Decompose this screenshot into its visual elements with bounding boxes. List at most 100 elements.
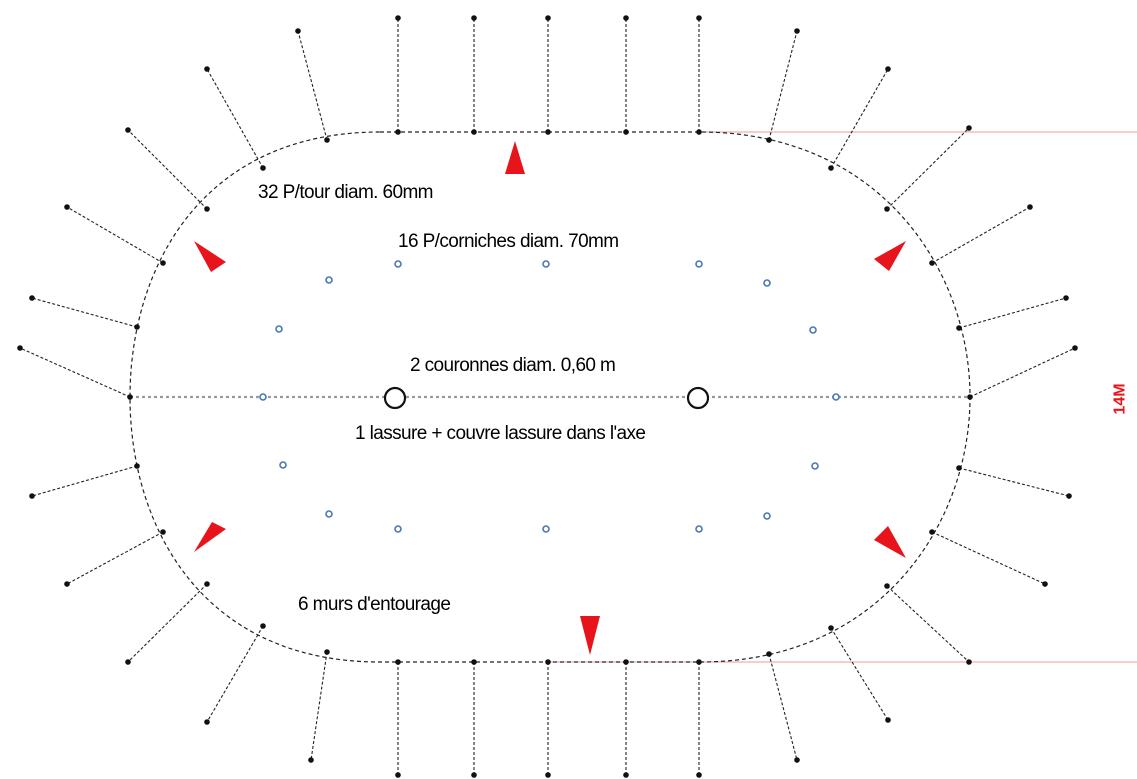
cornice-post-marker xyxy=(763,512,771,520)
perimeter-post xyxy=(696,659,702,665)
label-crowns: 2 couronnes diam. 0,60 m xyxy=(410,355,616,376)
label-cornice-posts: 16 P/corniches diam. 70mm xyxy=(398,231,619,252)
outer-stake xyxy=(794,757,800,763)
tie-line xyxy=(958,297,1067,329)
perimeter-posts xyxy=(127,129,973,665)
cornice-post-marker xyxy=(279,461,287,469)
outer-stake xyxy=(545,772,551,778)
outer-stakes xyxy=(17,15,1078,778)
perimeter-post xyxy=(134,463,140,469)
outer-stake xyxy=(295,28,301,34)
perimeter-post xyxy=(956,465,962,471)
outer-stake xyxy=(204,66,210,72)
outer-stake xyxy=(966,659,972,665)
tie-line xyxy=(127,129,208,210)
cornice-post-marker xyxy=(259,393,267,401)
perimeter-post xyxy=(260,165,266,171)
outer-stake xyxy=(29,493,35,499)
crowns xyxy=(383,386,710,410)
label-dimension: 14M xyxy=(1111,383,1129,415)
tie-line xyxy=(830,627,889,721)
perimeter-post xyxy=(324,137,330,143)
cornice-post-marker xyxy=(325,510,333,518)
outer-stake xyxy=(471,772,477,778)
outer-stake xyxy=(17,345,23,351)
cornice-post-marker xyxy=(394,260,402,268)
perimeter-post xyxy=(884,583,890,589)
cornice-post-marker xyxy=(809,326,817,334)
tie-line xyxy=(297,30,328,141)
cornice-post-marker xyxy=(325,276,333,284)
wall-arrow xyxy=(580,616,600,655)
label-walls: 6 murs d'entourage xyxy=(298,594,451,615)
outer-stake xyxy=(29,295,35,301)
cornice-post-marker xyxy=(811,462,819,470)
perimeter-post xyxy=(766,651,772,657)
perimeter-post xyxy=(471,659,477,665)
tie-lines xyxy=(19,18,1076,775)
wall-arrow xyxy=(874,241,906,271)
perimeter-post xyxy=(395,129,401,135)
tie-line xyxy=(768,30,798,141)
outer-stake xyxy=(471,15,477,21)
cornice-post-marker xyxy=(832,393,840,401)
perimeter-post xyxy=(545,129,551,135)
cornice-post-marker xyxy=(394,525,402,533)
tie-line xyxy=(830,68,889,169)
crown-left xyxy=(383,386,407,410)
perimeter-post xyxy=(204,581,210,587)
outer-stake xyxy=(395,15,401,21)
outer-stake xyxy=(696,772,702,778)
perimeter-post xyxy=(160,260,166,266)
outer-stake xyxy=(125,127,131,133)
tie-line xyxy=(969,347,1076,398)
perimeter-post xyxy=(324,649,330,655)
cornice-posts xyxy=(259,260,840,533)
tie-line xyxy=(31,465,138,497)
perimeter-post xyxy=(623,129,629,135)
perimeter-post xyxy=(884,206,890,212)
cornice-post-marker xyxy=(695,525,703,533)
tie-line xyxy=(206,68,264,169)
outer-stake xyxy=(885,66,891,72)
outer-stake xyxy=(1027,204,1033,210)
cornice-post-marker xyxy=(542,525,550,533)
perimeter-post xyxy=(766,137,772,143)
outer-stake xyxy=(696,15,702,21)
wall-arrow xyxy=(194,241,226,272)
tie-line xyxy=(886,127,970,210)
cornice-post-marker xyxy=(763,279,771,287)
wall-arrows xyxy=(194,141,906,655)
perimeter-post xyxy=(160,529,166,535)
outer-stake xyxy=(1063,295,1069,301)
tie-line xyxy=(931,206,1031,264)
wall-arrow xyxy=(194,522,226,552)
perimeter-post xyxy=(395,659,401,665)
perimeter-post xyxy=(929,260,935,266)
outer-stake xyxy=(623,772,629,778)
perimeter-post xyxy=(545,659,551,665)
outer-stake xyxy=(395,772,401,778)
tie-line xyxy=(768,653,798,761)
label-tour-posts: 32 P/tour diam. 60mm xyxy=(258,182,434,203)
tie-line xyxy=(931,531,1046,585)
wall-arrow xyxy=(874,526,906,558)
tie-line xyxy=(886,585,970,663)
label-lassure: 1 lassure + couvre lassure dans l'axe xyxy=(355,423,646,444)
outer-stake xyxy=(64,581,70,587)
perimeter-post xyxy=(134,324,140,330)
perimeter-post xyxy=(828,165,834,171)
outer-stake xyxy=(125,659,131,665)
tie-line xyxy=(19,347,131,398)
outer-stake xyxy=(1066,493,1072,499)
outer-stake xyxy=(623,15,629,21)
cornice-post-marker xyxy=(275,325,283,333)
wall-arrow xyxy=(505,141,525,174)
outer-stake xyxy=(885,717,891,723)
outer-stake xyxy=(204,719,210,725)
cornice-post-marker xyxy=(542,260,550,268)
perimeter-post xyxy=(623,659,629,665)
tie-line xyxy=(66,531,164,585)
tie-line xyxy=(127,583,208,663)
